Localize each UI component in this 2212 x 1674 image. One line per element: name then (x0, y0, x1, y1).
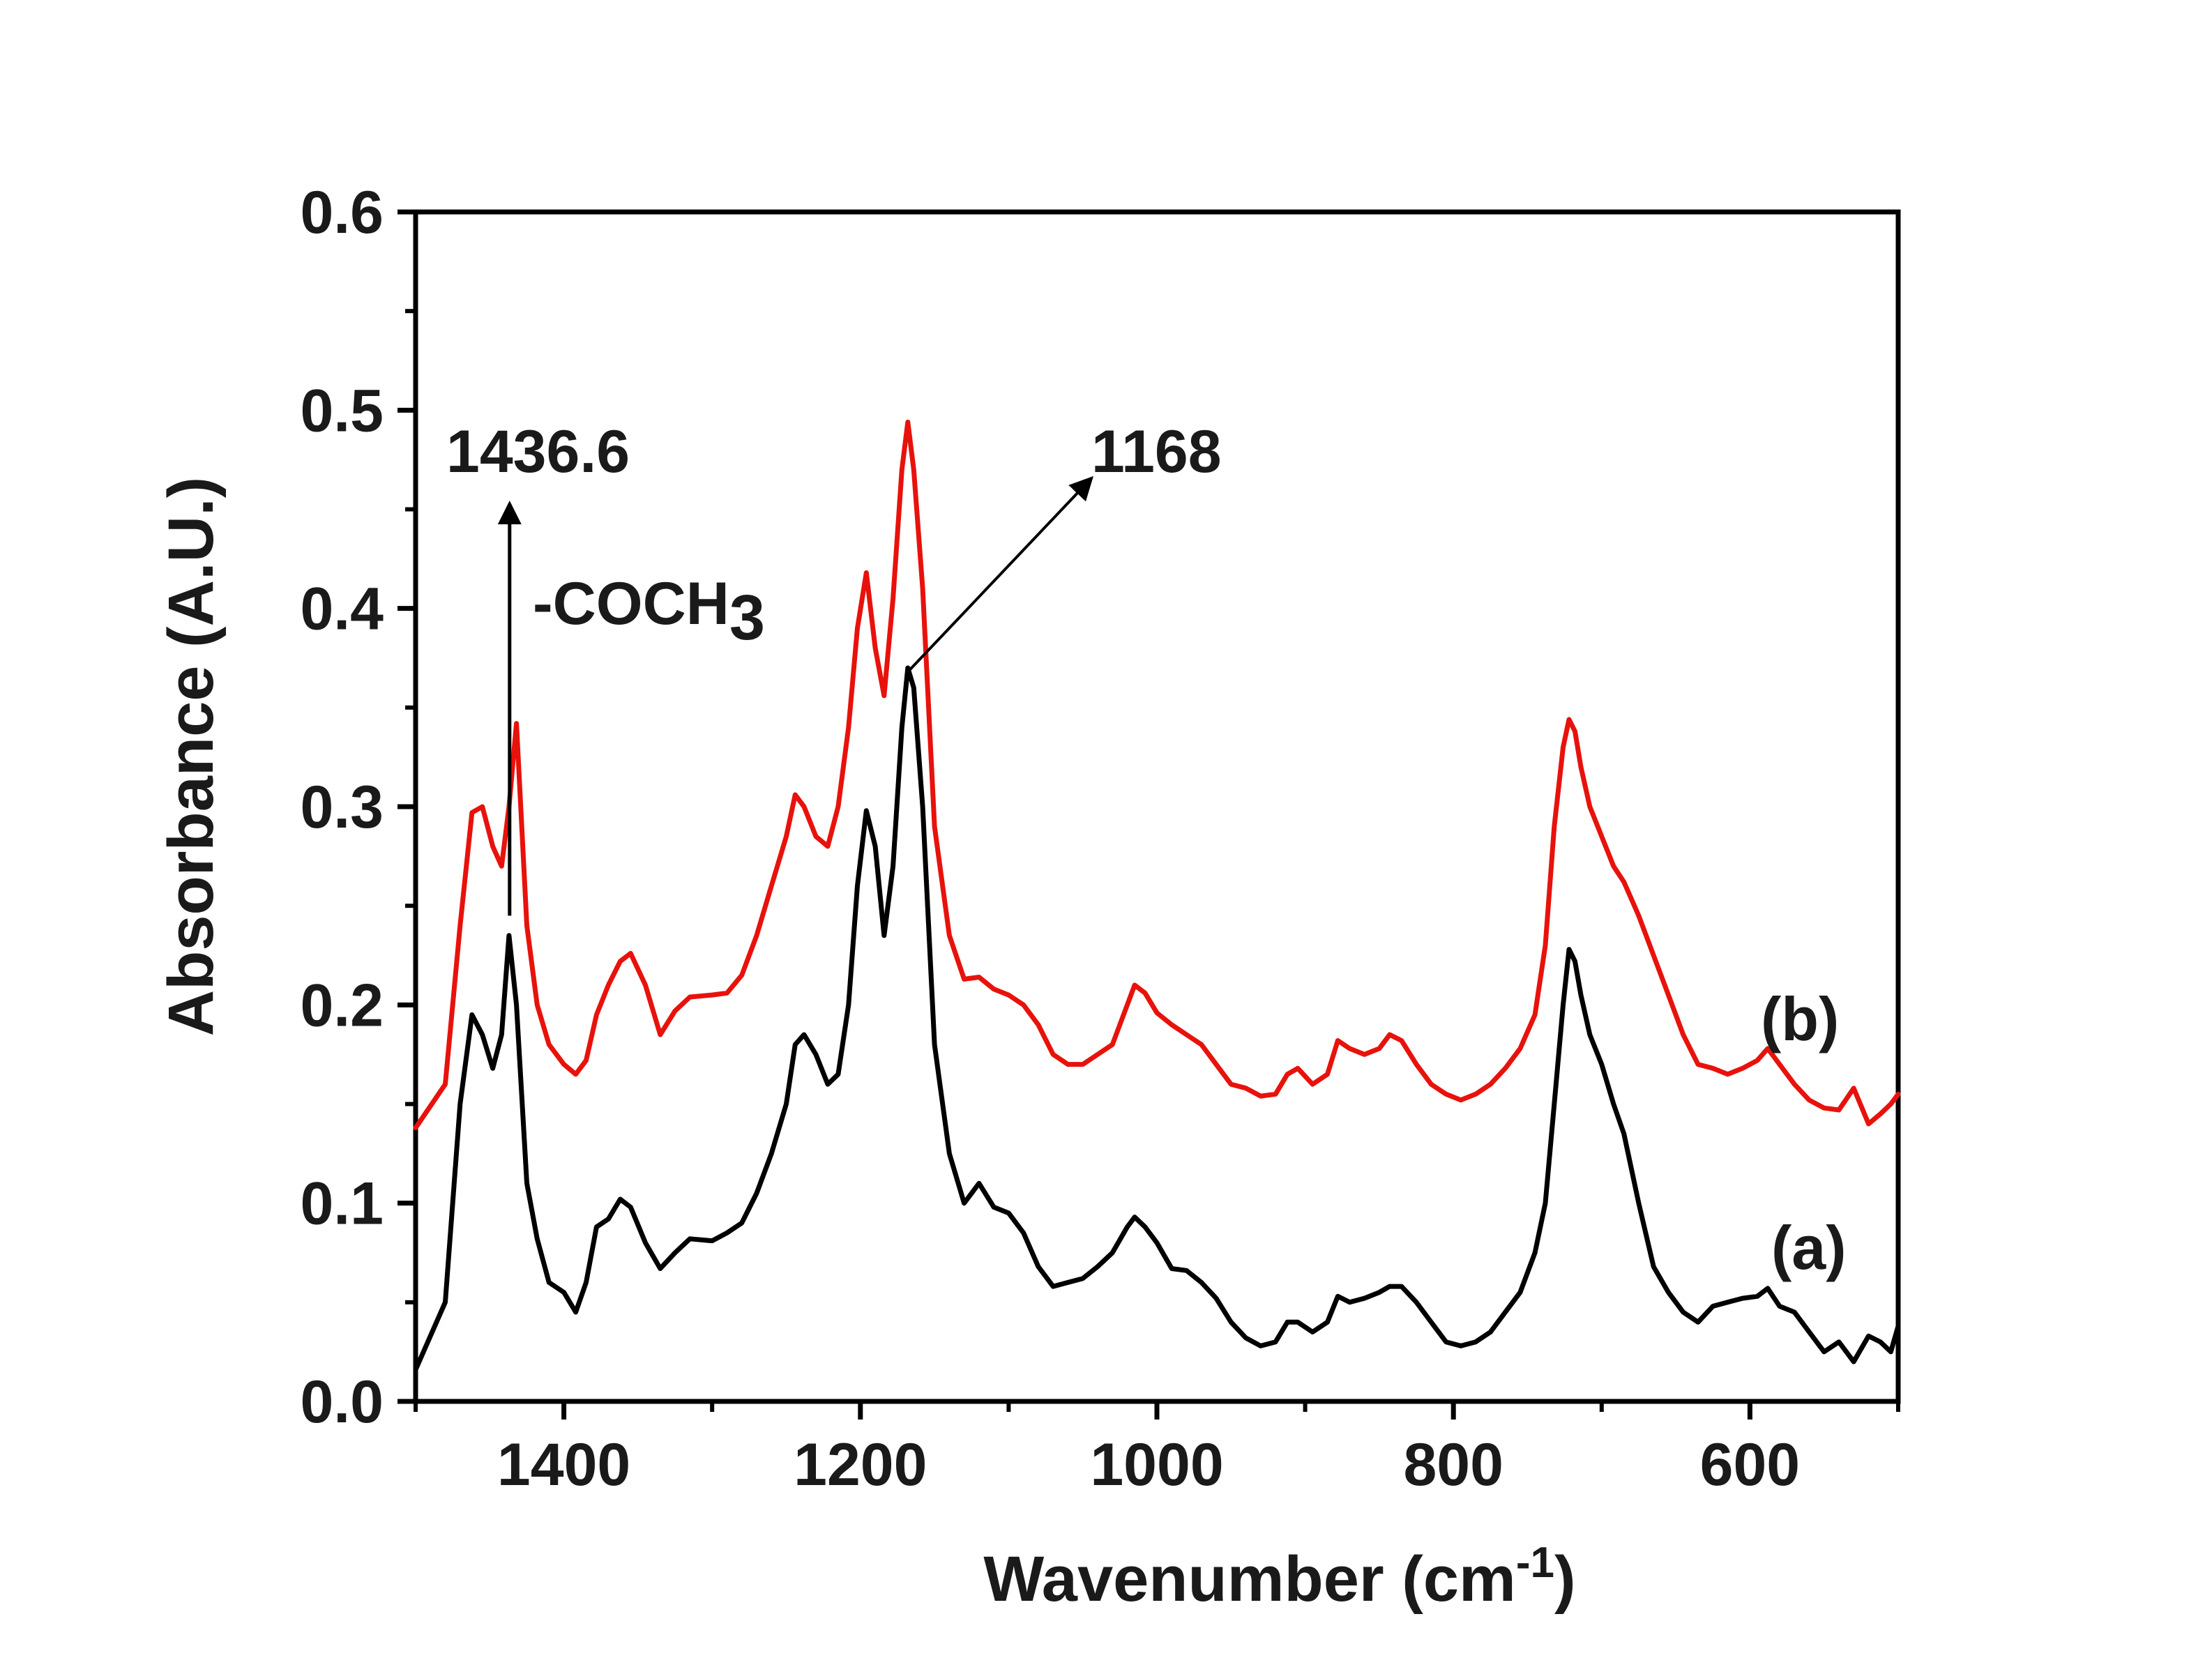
coch3-group-label: -COCH3 (533, 570, 765, 653)
series-line-b (413, 419, 1901, 1131)
y-tick-label: 0.3 (300, 774, 384, 841)
x-axis-title-end: ) (1554, 1544, 1576, 1615)
x-axis-title-superscript: -1 (1516, 1539, 1554, 1587)
peak-1436-label: 1436.6 (446, 418, 630, 485)
y-tick-label: 0.6 (300, 179, 384, 246)
series-label-b: (b) (1761, 984, 1839, 1053)
y-tick-label: 0.0 (300, 1369, 384, 1436)
y-tick-label: 0.5 (300, 377, 384, 444)
arrow-1168-icon (907, 475, 1094, 674)
y-axis-title: Absorbance (A.U.) (156, 477, 227, 1037)
x-tick-label: 800 (1403, 1431, 1503, 1498)
x-tick-label: 600 (1700, 1431, 1801, 1498)
x-tick-label: 1200 (794, 1431, 927, 1498)
series-line-a (413, 665, 1901, 1372)
x-axis-title-main: Wavenumber (cm (983, 1544, 1515, 1615)
y-tick-label: 0.2 (300, 972, 384, 1039)
coch3-subscript: 3 (729, 582, 765, 653)
x-tick-label: 1400 (497, 1431, 630, 1498)
y-tick-label: 0.1 (300, 1171, 384, 1238)
peak-1168-label: 1168 (1091, 418, 1222, 485)
coch3-main: -COCH (533, 570, 729, 637)
x-tick-label: 1000 (1090, 1431, 1223, 1498)
series-label-a: (a) (1771, 1213, 1847, 1282)
y-tick-label: 0.4 (300, 576, 384, 643)
x-axis-title: Wavenumber (cm-1) (983, 1539, 1575, 1615)
